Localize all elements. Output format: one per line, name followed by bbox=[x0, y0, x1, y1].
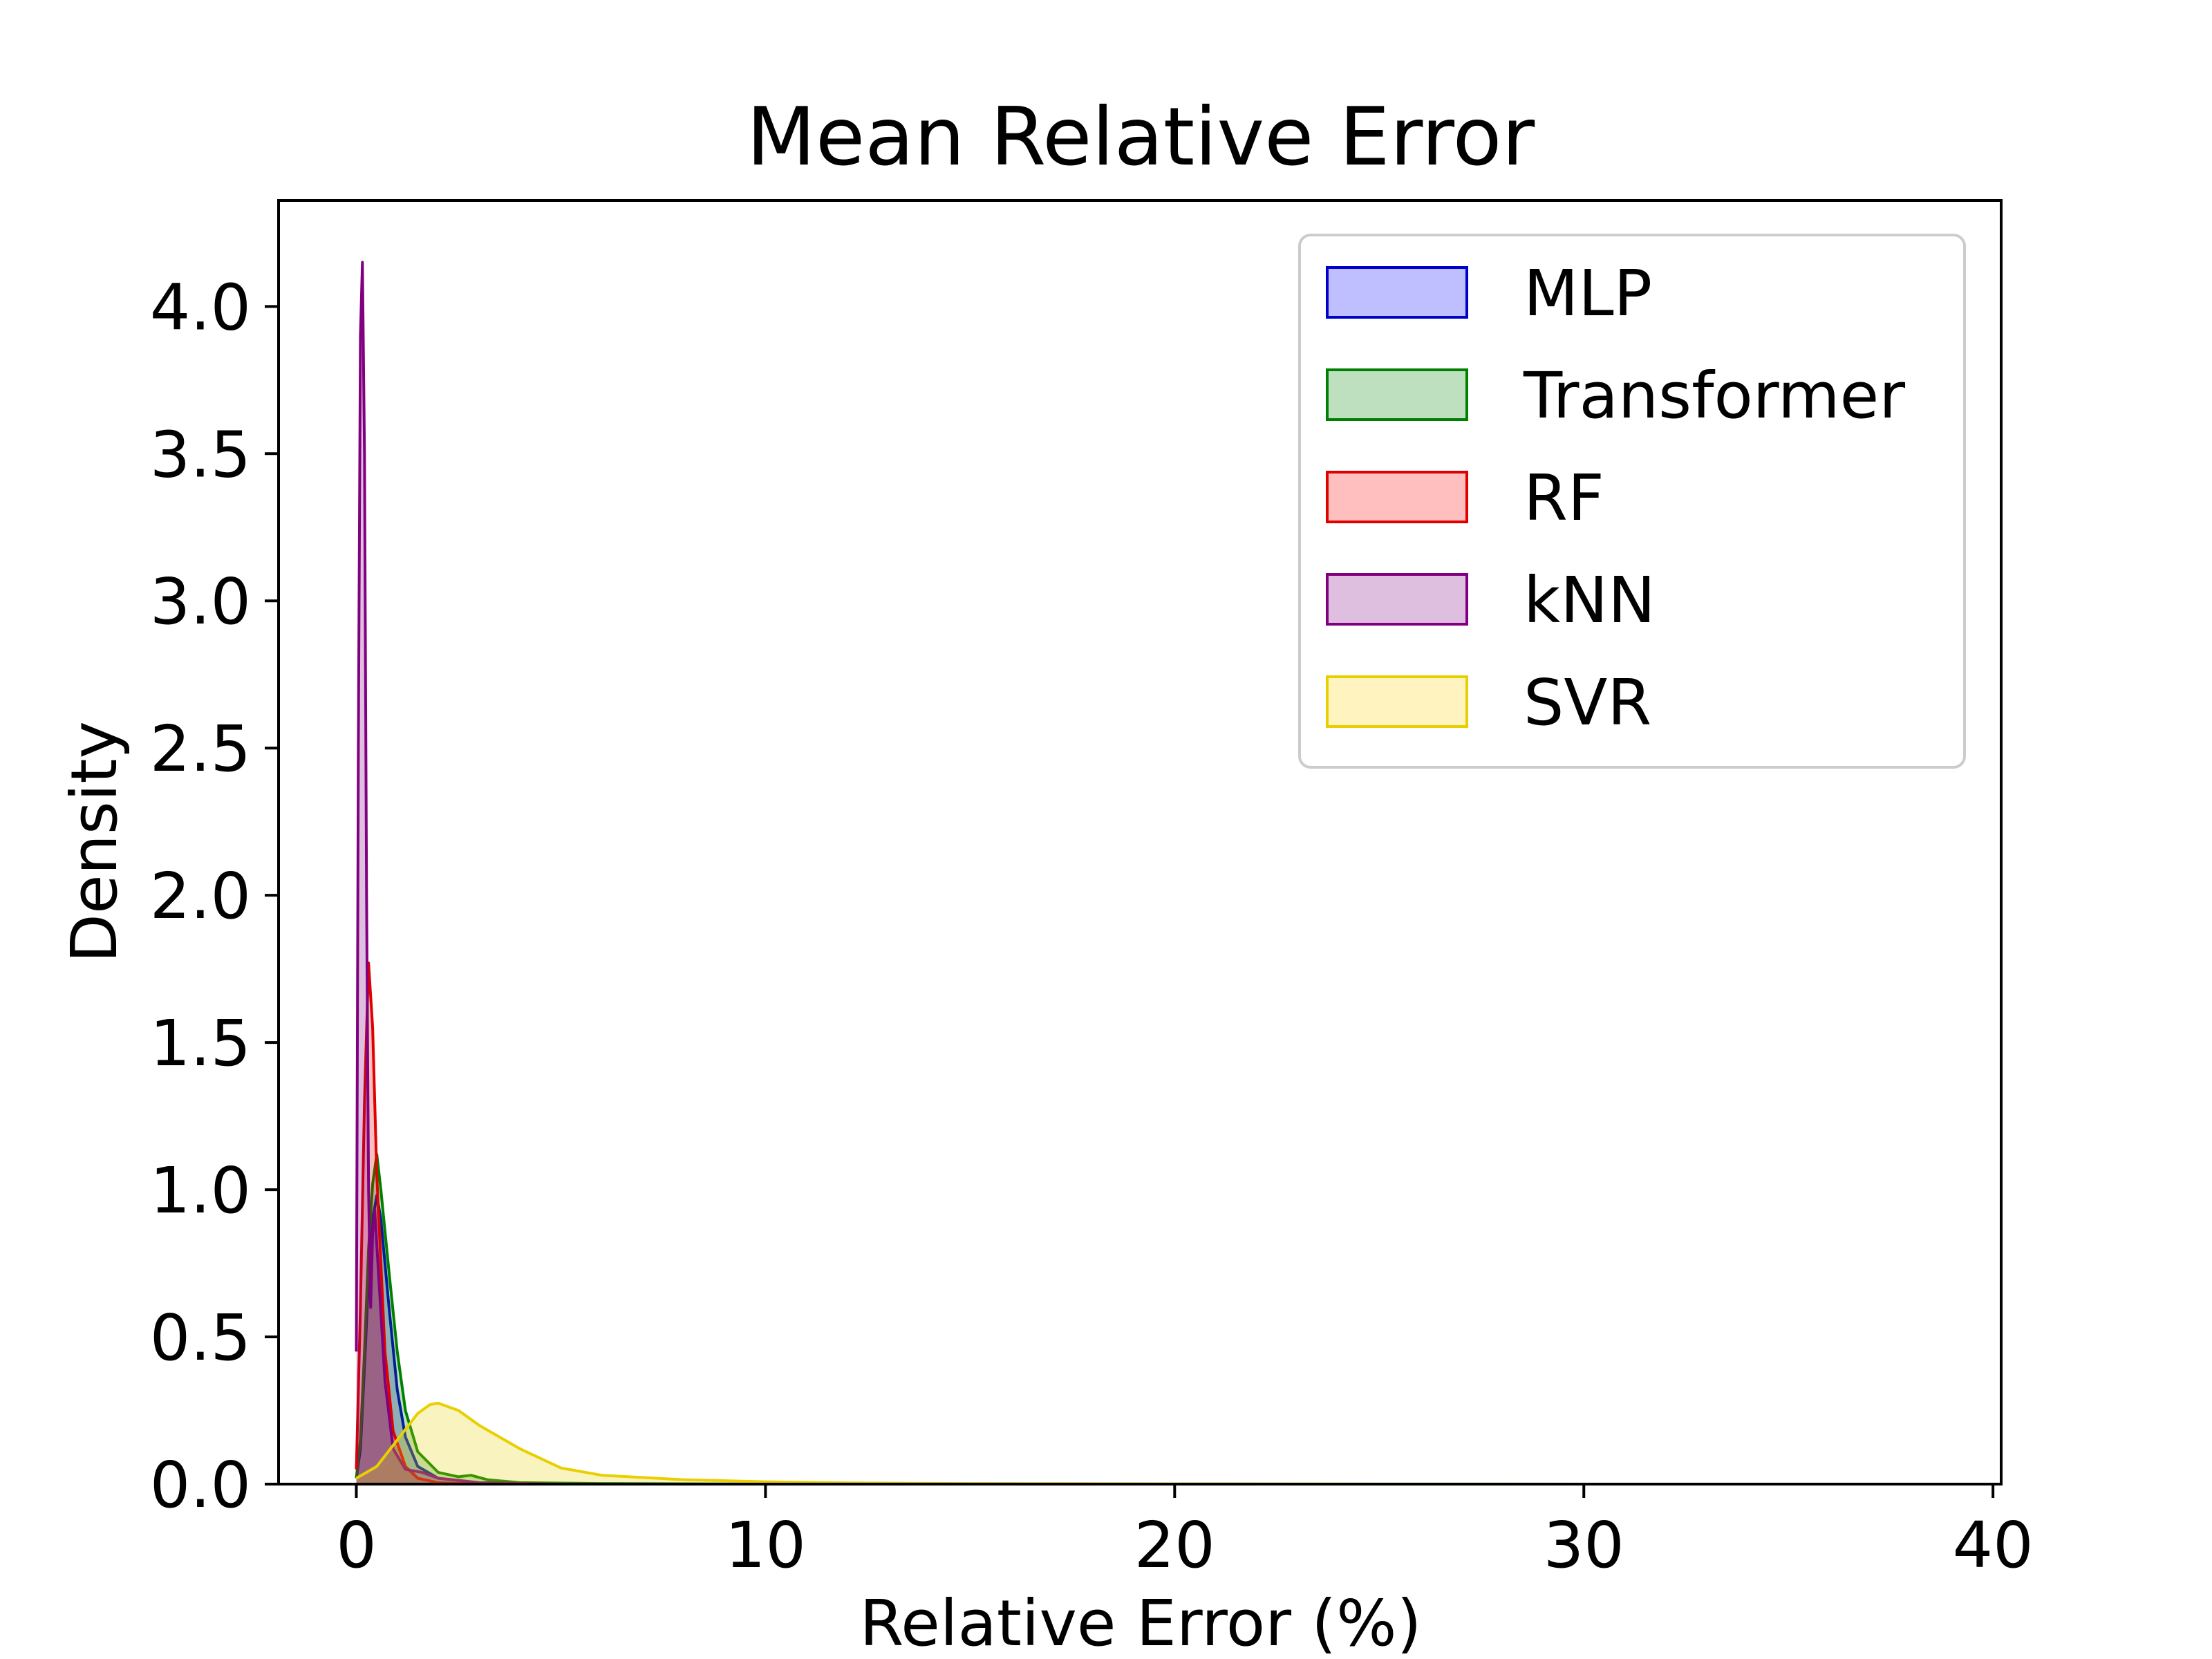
y-tick-label: 1.5 bbox=[150, 1006, 251, 1080]
x-axis-ticks: 0 10 20 30 40 bbox=[336, 1484, 2034, 1582]
y-tick-label: 1.0 bbox=[150, 1154, 251, 1228]
series-line-knn bbox=[355, 261, 1175, 1485]
x-tick-label: 30 bbox=[1544, 1508, 1624, 1582]
legend-swatch-svr bbox=[1326, 675, 1468, 728]
y-tick-label: 0.0 bbox=[150, 1448, 251, 1522]
legend-frame bbox=[1298, 234, 1966, 769]
y-tick-label: 3.5 bbox=[150, 418, 251, 491]
x-axis-label: Relative Error (%) bbox=[860, 1586, 1422, 1659]
x-tick-label: 40 bbox=[1953, 1508, 2034, 1582]
legend-swatch-transformer bbox=[1326, 368, 1468, 421]
x-tick-label: 0 bbox=[336, 1508, 377, 1582]
y-tick-label: 2.0 bbox=[150, 859, 251, 933]
legend-swatch-knn bbox=[1326, 573, 1468, 626]
legend-swatch-mlp bbox=[1326, 266, 1468, 319]
legend-label-knn: kNN bbox=[1524, 563, 1656, 637]
legend-entries: MLP Transformer RF kNN SVR bbox=[1326, 256, 1905, 740]
legend-label-transformer: Transformer bbox=[1523, 359, 1905, 433]
x-tick-label: 10 bbox=[725, 1508, 806, 1582]
y-axis-label: Density bbox=[57, 721, 131, 963]
chart-title: Mean Relative Error bbox=[747, 91, 1535, 184]
legend: MLP Transformer RF kNN SVR bbox=[1298, 234, 1966, 769]
x-tick-label: 20 bbox=[1134, 1508, 1215, 1582]
legend-label-mlp: MLP bbox=[1524, 256, 1652, 330]
y-tick-label: 4.0 bbox=[150, 270, 251, 344]
series-line-rf bbox=[355, 962, 766, 1485]
y-tick-label: 0.5 bbox=[150, 1301, 251, 1375]
legend-swatch-rf bbox=[1326, 471, 1468, 523]
legend-label-svr: SVR bbox=[1524, 666, 1651, 740]
legend-label-rf: RF bbox=[1524, 461, 1604, 535]
y-tick-label: 3.0 bbox=[150, 565, 251, 639]
series-area-svr bbox=[356, 1403, 1936, 1484]
y-axis-ticks: 0.0 0.5 1.0 1.5 2.0 2.5 3.0 3.5 4.0 bbox=[150, 270, 279, 1522]
series-layer bbox=[355, 261, 1936, 1485]
y-tick-label: 2.5 bbox=[150, 712, 251, 786]
plot-frame bbox=[277, 199, 2003, 1485]
